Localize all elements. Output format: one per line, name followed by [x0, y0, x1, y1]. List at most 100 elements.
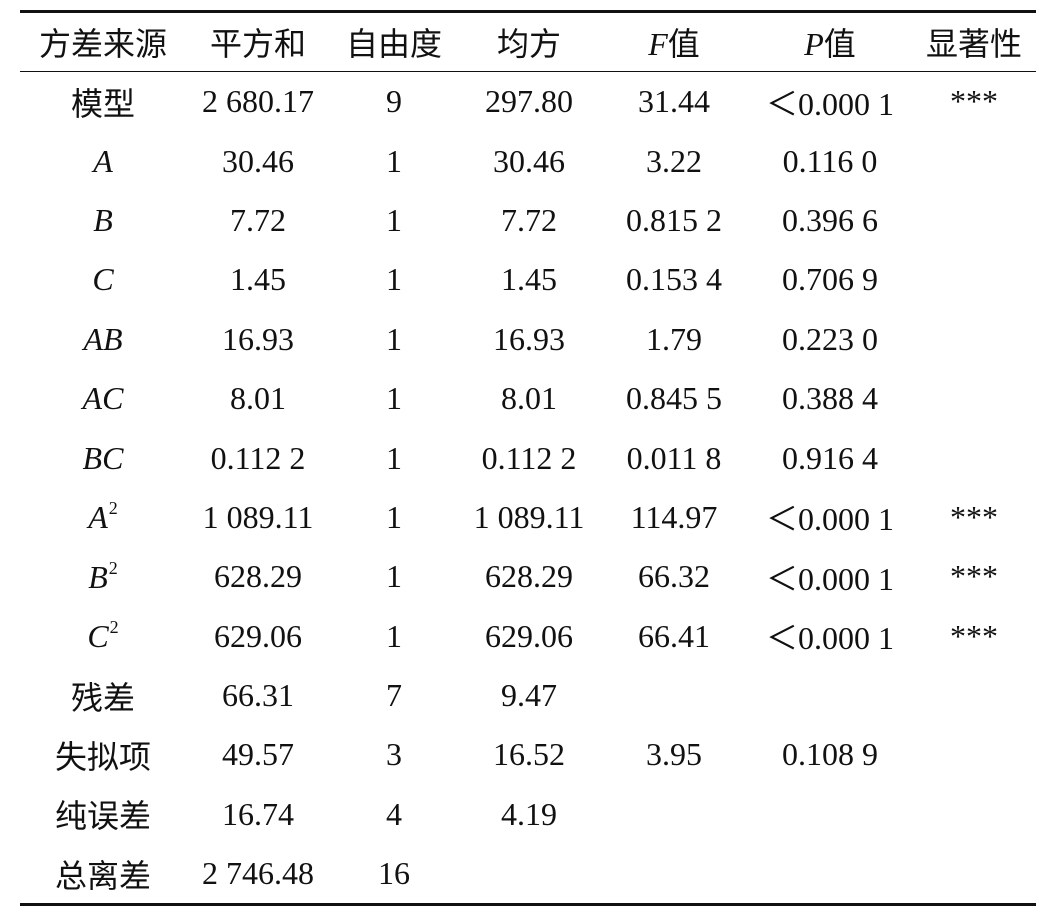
cell-significance: [912, 191, 1036, 250]
cell-f-value: [600, 785, 748, 844]
cell-degrees-of-freedom: 1: [386, 558, 402, 595]
source-label: B: [88, 558, 108, 595]
cell-source: 残差: [20, 666, 186, 725]
cell-degrees-of-freedom: 9: [386, 83, 402, 120]
header-f-value: F值: [600, 12, 748, 72]
cell-significance: [912, 310, 1036, 369]
table-row: AC 8.01 1 8.01 0.845 5 0.388 4: [20, 369, 1036, 428]
header-p-suffix: 值: [823, 26, 856, 62]
cell-source: 失拟项: [20, 725, 186, 784]
cell-mean-square: 4.19: [501, 795, 557, 832]
cell-mean-square: 9.47: [501, 677, 557, 714]
source-superscript: 2: [108, 557, 118, 578]
source-label: 模型: [70, 85, 135, 122]
cell-significance: ***: [950, 83, 998, 120]
cell-significance: [912, 666, 1036, 725]
cell-significance: ***: [950, 498, 998, 535]
source-label: 失拟项: [54, 738, 151, 775]
cell-significance: [912, 725, 1036, 784]
cell-f-value: 66.41: [638, 617, 710, 654]
cell-sum-of-squares: 16.93: [222, 320, 294, 357]
cell-f-value: 66.32: [638, 558, 710, 595]
cell-significance: [912, 369, 1036, 428]
table-row: BC 0.112 2 1 0.112 2 0.011 8 0.916 4: [20, 428, 1036, 487]
cell-significance: ***: [950, 617, 998, 654]
table-row: A 30.46 1 30.46 3.22 0.116 0: [20, 131, 1036, 190]
table-body: 模型 2 680.17 9 297.80 31.44 ＜0.000 1 *** A 30.46 1…: [20, 72, 1036, 905]
header-source: 方差来源: [38, 26, 167, 62]
cell-sum-of-squares: 1.45: [230, 261, 286, 298]
cell-significance: [912, 428, 1036, 487]
cell-source: 模型: [20, 72, 186, 132]
source-label: AC: [82, 380, 124, 417]
cell-degrees-of-freedom: 3: [386, 736, 402, 773]
cell-source: A2: [20, 488, 186, 547]
table-row: AB 16.93 1 16.93 1.79 0.223 0: [20, 310, 1036, 369]
cell-p-value: 0.388 4: [782, 380, 878, 417]
cell-source: C: [20, 250, 186, 309]
table-row: 总离差 2 746.48 16: [20, 844, 1036, 905]
cell-p-value: 0.116 0: [782, 142, 878, 179]
cell-source: C2: [20, 607, 186, 666]
source-label: AB: [83, 320, 123, 357]
cell-mean-square: 16.93: [493, 320, 565, 357]
cell-source: B: [20, 191, 186, 250]
cell-significance: [912, 785, 1036, 844]
table-row: A2 1 089.11 1 1 089.11 114.97 ＜0.000 1 ***: [20, 488, 1036, 547]
table-row: C2 629.06 1 629.06 66.41 ＜0.000 1 ***: [20, 607, 1036, 666]
table-row: 模型 2 680.17 9 297.80 31.44 ＜0.000 1 ***: [20, 72, 1036, 132]
cell-p-value: ＜0.000 1: [765, 85, 894, 122]
table-row: 失拟项 49.57 3 16.52 3.95 0.108 9: [20, 725, 1036, 784]
cell-mean-square: 16.52: [493, 736, 565, 773]
cell-p-value: ＜0.000 1: [765, 560, 894, 597]
cell-source: AB: [20, 310, 186, 369]
cell-sum-of-squares: 629.06: [214, 617, 302, 654]
cell-significance: [912, 250, 1036, 309]
header-row: 方差来源 平方和 自由度 均方 F值 P值 显著性: [20, 11, 1036, 72]
cell-degrees-of-freedom: 1: [386, 142, 402, 179]
cell-mean-square: 0.112 2: [481, 439, 577, 476]
cell-f-value: [600, 844, 748, 905]
cell-significance: ***: [950, 558, 998, 595]
source-label: 残差: [70, 679, 135, 716]
cell-degrees-of-freedom: 1: [386, 320, 402, 357]
cell-p-value: 0.108 9: [782, 736, 878, 773]
header-f-suffix: 值: [667, 26, 700, 62]
cell-p-value: [748, 785, 912, 844]
cell-mean-square: 7.72: [501, 201, 557, 238]
header-significance: 显著性: [925, 26, 1022, 62]
cell-degrees-of-freedom: 4: [386, 795, 402, 832]
source-label: B: [93, 201, 113, 238]
cell-source: AC: [20, 369, 186, 428]
cell-mean-square: 1 089.11: [473, 498, 585, 535]
cell-p-value: [748, 844, 912, 905]
cell-sum-of-squares: 2 680.17: [202, 83, 314, 120]
cell-p-value: 0.396 6: [782, 201, 878, 238]
cell-p-value: [748, 666, 912, 725]
cell-degrees-of-freedom: 1: [386, 439, 402, 476]
cell-degrees-of-freedom: 7: [386, 677, 402, 714]
table-row: 纯误差 16.74 4 4.19: [20, 785, 1036, 844]
table-row: C 1.45 1 1.45 0.153 4 0.706 9: [20, 250, 1036, 309]
header-f-letter: F: [648, 26, 668, 62]
cell-p-value: 0.706 9: [782, 261, 878, 298]
source-label: 纯误差: [54, 798, 151, 835]
cell-degrees-of-freedom: 1: [386, 201, 402, 238]
cell-sum-of-squares: 2 746.48: [202, 855, 314, 892]
cell-source: B2: [20, 547, 186, 606]
cell-mean-square: 628.29: [485, 558, 573, 595]
source-label: A: [88, 499, 108, 536]
source-label: BC: [82, 439, 124, 476]
source-label: 总离差: [54, 857, 151, 894]
cell-sum-of-squares: 30.46: [222, 142, 294, 179]
cell-degrees-of-freedom: 16: [378, 855, 410, 892]
cell-significance: [912, 844, 1036, 905]
cell-mean-square: 1.45: [501, 261, 557, 298]
cell-f-value: 114.97: [630, 498, 718, 535]
cell-degrees-of-freedom: 1: [386, 617, 402, 654]
cell-source: BC: [20, 428, 186, 487]
source-label: C: [87, 618, 109, 655]
cell-p-value: ＜0.000 1: [765, 501, 894, 538]
cell-mean-square: [458, 844, 600, 905]
cell-f-value: 1.79: [646, 320, 702, 357]
